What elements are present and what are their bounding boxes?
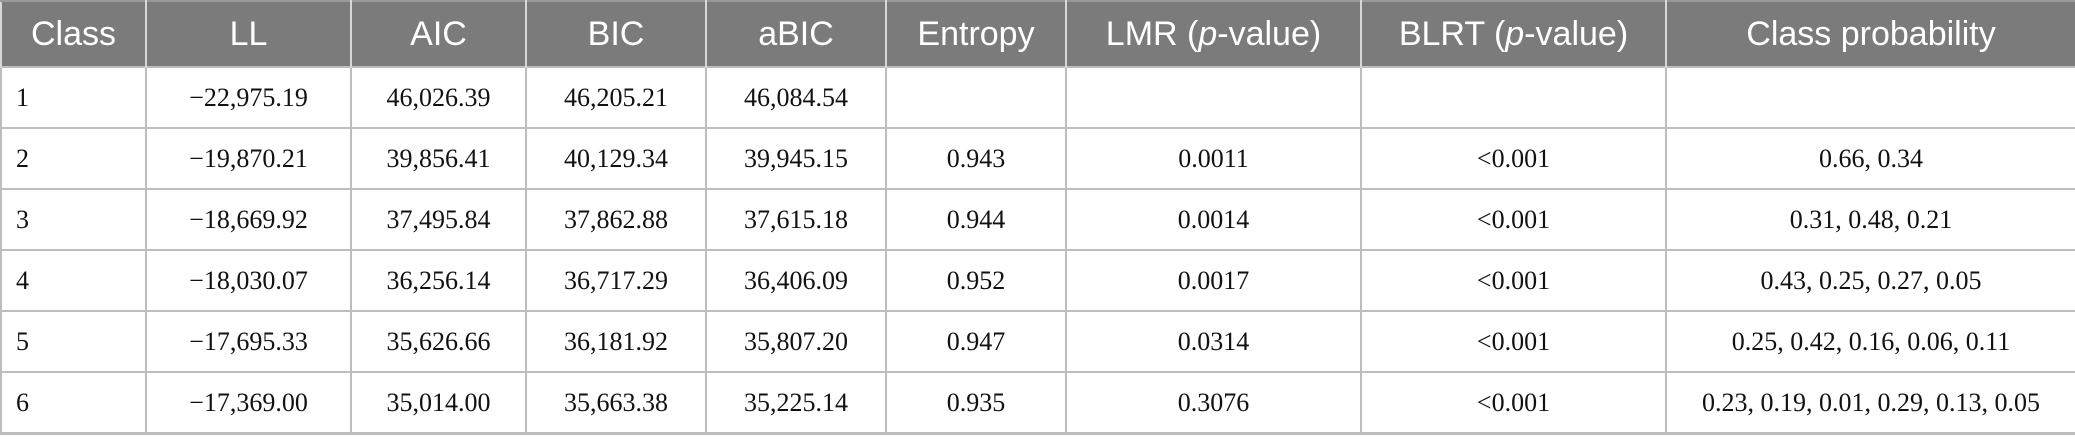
cell-class-probability xyxy=(1665,66,2075,129)
cell-entropy: 0.947 xyxy=(885,310,1067,373)
header-row: Class LL AIC BIC aBIC Entropy LMR (p-val… xyxy=(0,0,2075,67)
cell-abic: 36,406.09 xyxy=(705,249,887,312)
cell-class: 3 xyxy=(0,188,147,251)
header-blrt-prefix: BLRT ( xyxy=(1398,14,1506,53)
cell-ll: −19,870.21 xyxy=(145,127,352,190)
cell-ll: −22,975.19 xyxy=(145,66,352,129)
cell-bic: 36,181.92 xyxy=(525,310,707,373)
cell-class: 2 xyxy=(0,127,147,190)
cell-entropy: 0.952 xyxy=(885,249,1067,312)
cell-aic: 37,495.84 xyxy=(350,188,527,251)
header-blrt-p: p xyxy=(1505,14,1525,53)
cell-class-probability: 0.66, 0.34 xyxy=(1665,127,2075,190)
header-blrt: BLRT (p-value) xyxy=(1360,0,1667,67)
cell-abic: 46,084.54 xyxy=(705,66,887,129)
header-blrt-suffix: -value) xyxy=(1524,14,1629,53)
header-ll: LL xyxy=(145,0,352,67)
cell-ll: −17,695.33 xyxy=(145,310,352,373)
cell-lmr: 0.0314 xyxy=(1065,310,1362,373)
header-abic: aBIC xyxy=(705,0,887,67)
cell-bic: 35,663.38 xyxy=(525,371,707,435)
cell-class-probability: 0.25, 0.42, 0.16, 0.06, 0.11 xyxy=(1665,310,2075,373)
cell-ll: −17,369.00 xyxy=(145,371,352,435)
cell-abic: 37,615.18 xyxy=(705,188,887,251)
cell-class: 6 xyxy=(0,371,147,435)
cell-lmr: 0.0011 xyxy=(1065,127,1362,190)
table-row: 1 −22,975.19 46,026.39 46,205.21 46,084.… xyxy=(0,66,2075,129)
cell-blrt xyxy=(1360,66,1667,129)
cell-abic: 39,945.15 xyxy=(705,127,887,190)
cell-entropy: 0.943 xyxy=(885,127,1067,190)
cell-ll: −18,030.07 xyxy=(145,249,352,312)
cell-class-probability: 0.43, 0.25, 0.27, 0.05 xyxy=(1665,249,2075,312)
cell-entropy: 0.944 xyxy=(885,188,1067,251)
cell-class-probability: 0.23, 0.19, 0.01, 0.29, 0.13, 0.05 xyxy=(1665,371,2075,435)
header-lmr-prefix: LMR ( xyxy=(1105,14,1199,53)
cell-ll: −18,669.92 xyxy=(145,188,352,251)
table-row: 5 −17,695.33 35,626.66 36,181.92 35,807.… xyxy=(0,310,2075,373)
header-lmr: LMR (p-value) xyxy=(1065,0,1362,67)
cell-lmr: 0.0017 xyxy=(1065,249,1362,312)
cell-class: 5 xyxy=(0,310,147,373)
cell-bic: 37,862.88 xyxy=(525,188,707,251)
header-class: Class xyxy=(0,0,147,67)
header-bic: BIC xyxy=(525,0,707,67)
cell-class-probability: 0.31, 0.48, 0.21 xyxy=(1665,188,2075,251)
cell-lmr xyxy=(1065,66,1362,129)
cell-blrt: <0.001 xyxy=(1360,188,1667,251)
cell-aic: 35,626.66 xyxy=(350,310,527,373)
table-row: 2 −19,870.21 39,856.41 40,129.34 39,945.… xyxy=(0,127,2075,190)
cell-lmr: 0.3076 xyxy=(1065,371,1362,435)
table-row: 6 −17,369.00 35,014.00 35,663.38 35,225.… xyxy=(0,371,2075,435)
cell-lmr: 0.0014 xyxy=(1065,188,1362,251)
header-lmr-suffix: -value) xyxy=(1217,14,1322,53)
cell-aic: 36,256.14 xyxy=(350,249,527,312)
cell-aic: 39,856.41 xyxy=(350,127,527,190)
cell-blrt: <0.001 xyxy=(1360,249,1667,312)
cell-bic: 46,205.21 xyxy=(525,66,707,129)
header-aic: AIC xyxy=(350,0,527,67)
table-row: 4 −18,030.07 36,256.14 36,717.29 36,406.… xyxy=(0,249,2075,312)
cell-bic: 36,717.29 xyxy=(525,249,707,312)
cell-blrt: <0.001 xyxy=(1360,371,1667,435)
header-class-probability: Class probability xyxy=(1665,0,2075,67)
cell-aic: 35,014.00 xyxy=(350,371,527,435)
cell-abic: 35,225.14 xyxy=(705,371,887,435)
header-lmr-p: p xyxy=(1198,14,1218,53)
cell-blrt: <0.001 xyxy=(1360,310,1667,373)
cell-abic: 35,807.20 xyxy=(705,310,887,373)
cell-class: 4 xyxy=(0,249,147,312)
table-row: 3 −18,669.92 37,495.84 37,862.88 37,615.… xyxy=(0,188,2075,251)
header-entropy: Entropy xyxy=(885,0,1067,67)
cell-entropy: 0.935 xyxy=(885,371,1067,435)
cell-aic: 46,026.39 xyxy=(350,66,527,129)
cell-class: 1 xyxy=(0,66,147,129)
cell-blrt: <0.001 xyxy=(1360,127,1667,190)
cell-entropy xyxy=(885,66,1067,129)
cell-bic: 40,129.34 xyxy=(525,127,707,190)
